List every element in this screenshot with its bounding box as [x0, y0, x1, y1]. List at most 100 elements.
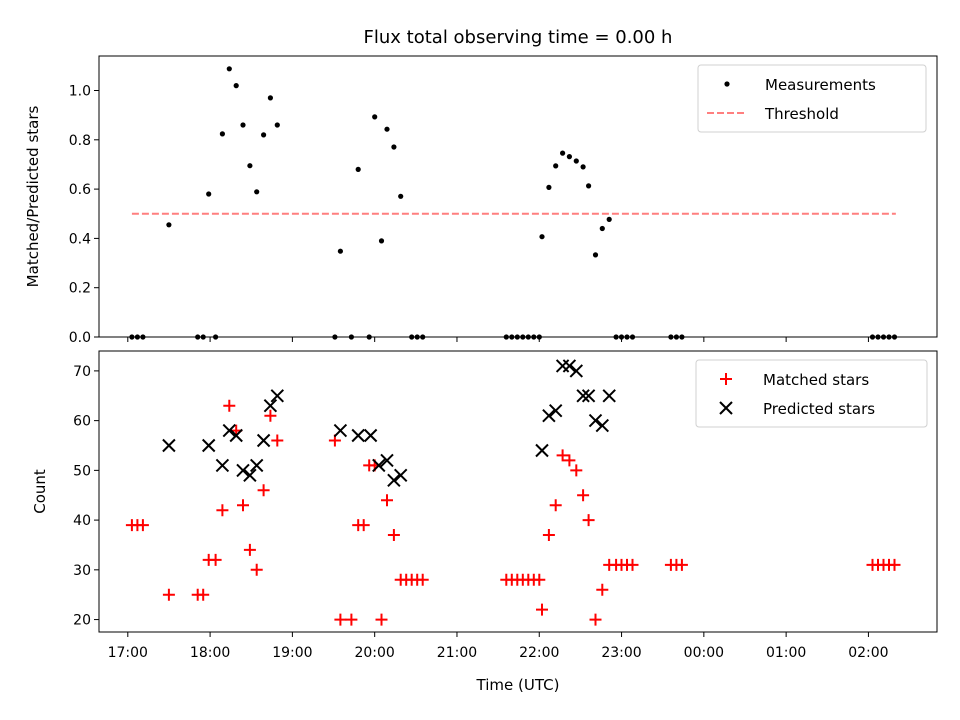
matched-star-marker: [675, 558, 688, 571]
top-y-tick-label: 0.2: [69, 281, 91, 297]
matched-star-marker: [197, 588, 210, 601]
predicted-star-marker: [333, 423, 348, 438]
measurement-point: [206, 191, 212, 197]
matched-star-marker: [243, 543, 256, 556]
legend-label-measurements: Measurements: [765, 76, 876, 94]
x-tick-label: 17:00: [108, 645, 148, 661]
measurement-point: [166, 222, 172, 228]
measurement-point: [539, 234, 545, 240]
x-tick-label: 22:00: [519, 645, 559, 661]
predicted-star-marker: [569, 364, 584, 378]
chart-title: Flux total observing time = 0.00 h: [364, 27, 673, 48]
legend-marker-predicted-stars: [719, 401, 733, 415]
predicted-star-marker: [270, 389, 285, 403]
predicted-star-marker: [595, 418, 610, 433]
matched-star-marker: [888, 558, 901, 571]
predicted-star-marker: [363, 428, 378, 443]
bottom-y-tick-label: 50: [73, 463, 91, 479]
matched-star-marker: [589, 613, 602, 626]
measurement-point: [226, 66, 232, 72]
top-legend-box: [697, 64, 927, 133]
measurement-point: [573, 158, 579, 164]
measurement-point: [254, 189, 260, 195]
measurement-point: [372, 114, 378, 120]
predicted-star-marker: [263, 398, 278, 413]
predicted-star-marker: [162, 438, 176, 453]
top-y-axis: 0.0 0.2 0.4 0.6 0.8 1.0: [69, 84, 99, 346]
bottom-y-axis-label: Count: [31, 469, 49, 514]
legend-label-matched-stars: Matched stars: [763, 371, 869, 389]
measurement-point: [384, 126, 390, 132]
x-tick-label: 02:00: [848, 645, 888, 661]
matched-star-marker: [257, 484, 270, 497]
matched-star-marker: [136, 519, 149, 532]
matched-star-marker: [237, 499, 249, 512]
matched-star-marker: [209, 553, 222, 566]
x-tick-label: 23:00: [601, 645, 641, 661]
predicted-star-marker: [201, 438, 216, 453]
legend-label-predicted-stars: Predicted stars: [763, 400, 875, 418]
top-y-tick-label: 0.4: [69, 231, 91, 247]
matched-star-marker: [549, 499, 562, 512]
measurement-point: [267, 95, 273, 101]
bottom-y-tick-label: 40: [73, 513, 91, 529]
bottom-legend: Matched stars Predicted stars: [695, 359, 928, 428]
predicted-star-marker: [236, 463, 250, 478]
top-x-tick-marks: [127, 337, 869, 342]
measurement-point: [553, 163, 559, 169]
measurement-point: [398, 193, 404, 199]
measurement-point: [586, 183, 592, 189]
bottom-y-tick-label: 60: [73, 414, 91, 430]
x-axis-label: Time (UTC): [476, 676, 560, 694]
matched-star-marker: [223, 399, 236, 412]
measurement-point: [219, 131, 225, 137]
bottom-plot-area: [125, 359, 901, 626]
measurement-point: [274, 122, 280, 128]
legend-marker-matched-stars: [720, 373, 732, 385]
bottom-legend-box: [695, 359, 928, 428]
measurement-point: [580, 164, 586, 170]
predicted-star-marker: [215, 458, 230, 473]
matched-star-marker: [542, 529, 555, 541]
matched-star-marker: [250, 563, 263, 576]
predicted-star-marker: [387, 473, 401, 488]
matched-star-marker: [577, 489, 590, 502]
top-legend: Measurements Threshold: [697, 64, 927, 133]
predicted-star-marker: [548, 403, 563, 418]
bottom-panel: 20 30 40 50 60 70 17:00 18:00 19:00 20:00 21:00 22…: [31, 350, 938, 694]
top-y-tick-label: 0.0: [69, 330, 91, 346]
predicted-star-marker: [249, 458, 264, 473]
x-tick-label: 00:00: [684, 645, 724, 661]
top-y-axis-label: Matched/Predicted stars: [24, 106, 42, 288]
predicted-star-marker: [562, 359, 577, 373]
top-y-tick-label: 0.6: [69, 182, 91, 198]
matched-star-marker: [162, 588, 175, 601]
predicted-star-marker: [222, 423, 237, 438]
matched-star-marker: [536, 603, 548, 616]
matched-star-marker: [345, 613, 358, 626]
matched-star-marker: [563, 454, 576, 467]
matched-star-marker: [271, 434, 284, 447]
top-axes-frame: [98, 55, 938, 338]
measurement-point: [566, 154, 573, 160]
matched-star-marker: [381, 494, 393, 507]
matched-star-marker: [216, 504, 229, 517]
predicted-star-marker: [229, 428, 243, 443]
measurement-point: [337, 248, 343, 254]
matched-star-marker: [334, 613, 347, 626]
matched-star-marker: [416, 573, 429, 586]
predicted-star-marker: [581, 389, 596, 403]
predicted-star-marker: [351, 428, 365, 443]
measurement-point: [261, 132, 267, 138]
top-y-tick-label: 1.0: [69, 84, 91, 100]
bottom-y-tick-label: 20: [73, 613, 91, 629]
matched-star-marker: [596, 583, 609, 596]
matched-star-marker: [626, 558, 639, 571]
x-tick-label: 18:00: [190, 645, 230, 661]
matched-star-marker: [357, 519, 370, 532]
x-tick-label: 19:00: [272, 645, 312, 661]
predicted-star-marker: [393, 468, 408, 483]
predicted-star-marker: [542, 408, 556, 423]
matched-star-marker: [570, 464, 583, 477]
predicted-star-marker: [576, 389, 590, 403]
